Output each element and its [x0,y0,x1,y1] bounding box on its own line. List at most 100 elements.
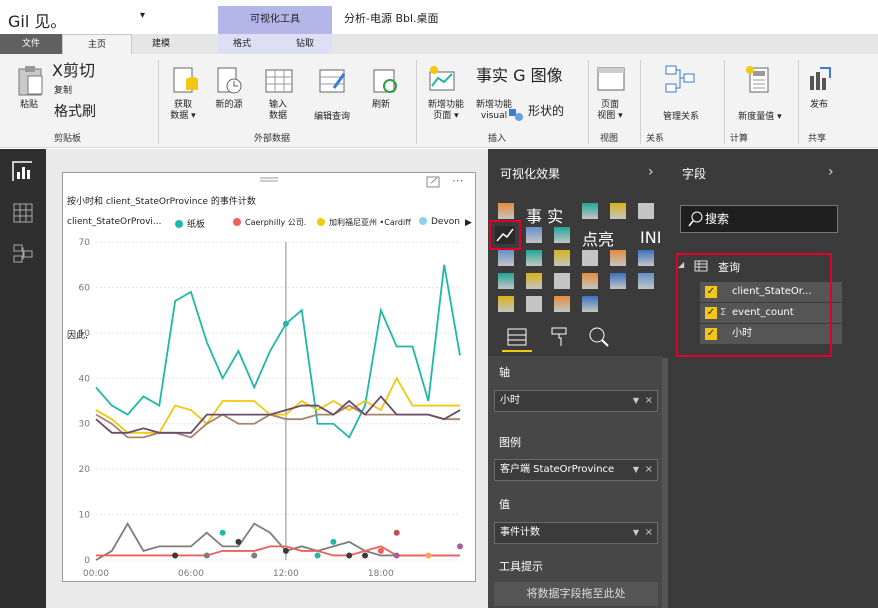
close-icon[interactable]: × [644,395,653,406]
clustered-bar-icon[interactable] [582,273,598,289]
fields-tab-icon[interactable] [506,326,528,348]
checkbox-checked-icon[interactable]: ✓ [705,286,717,298]
checkbox-checked-icon[interactable]: ✓ [705,328,717,340]
close-icon[interactable]: × [644,527,653,538]
fact-image-button[interactable]: 事实 G 图像 [476,66,563,85]
clustered-bar-icon[interactable] [582,296,598,312]
stacked-column-icon[interactable] [554,250,570,266]
clustered-bar-icon[interactable] [582,250,598,266]
table-viz-icon[interactable] [638,273,654,289]
chevron-down-icon[interactable]: ▼ [632,528,639,537]
line-chart-visual[interactable] [62,172,476,582]
edit-queries-button[interactable]: 编辑查询 [313,112,350,122]
format-painter-button[interactable]: 格式刷 [54,104,96,120]
collapse-fields-icon[interactable]: › [828,164,834,180]
legend-item[interactable]: 加利福尼亚州 •Cardiff [317,217,411,228]
ribbon-chart-icon[interactable] [610,250,626,266]
new-page-icon [429,66,455,91]
tab-home[interactable]: 主页 [62,34,132,54]
data-point [251,552,258,559]
data-view-icon[interactable] [13,203,33,223]
checkbox-checked-icon[interactable]: ✓ [705,307,717,319]
ribbon-chart-icon[interactable] [610,203,626,219]
table-viz-icon[interactable] [638,250,654,266]
close-icon[interactable]: × [644,464,653,475]
divider [798,60,799,144]
table-name[interactable]: 查询 [718,261,740,274]
tab-format[interactable]: 格式 [232,39,251,49]
fields-search-input[interactable]: 搜索 [680,205,838,233]
manage-relationships-button[interactable]: 管理关系 [662,112,699,122]
divider [724,60,725,144]
new-measure-button[interactable]: 新度量值 ▾ [738,112,782,122]
divider [416,60,417,144]
data-point [172,552,179,559]
new-page-button[interactable]: 新增功能 页面 ▾ [427,100,464,121]
left-nav [0,149,46,608]
insert-group-label: 插入 [488,134,507,144]
field-item[interactable]: ✓ client_StateOr... [700,282,842,302]
legend-next-icon[interactable]: ▶ [465,218,472,228]
chevron-down-icon[interactable]: ▼ [632,396,639,405]
axis-well-dropdown[interactable]: 小时 ▼ × [494,390,658,412]
bar-chart-icon[interactable] [498,296,514,312]
clustered-bar-icon[interactable] [582,203,598,219]
legend-item[interactable]: Devon [419,217,460,227]
tab-model[interactable]: 建模 [151,39,170,49]
bar-chart-icon[interactable] [498,203,514,219]
ribbon [0,54,878,148]
tooltips-drop-zone[interactable]: 将数据字段拖至此处 [494,582,658,606]
line-chart-icon[interactable] [494,225,516,245]
column-chart-icon[interactable] [526,250,542,266]
focus-mode-icon[interactable] [426,176,440,188]
fields-tab-underline [502,350,532,352]
tooltips-well-label: 工具提示 [499,560,543,573]
collapse-table-icon[interactable]: ◢ [678,260,685,269]
collapse-visualizations-icon[interactable]: › [648,164,654,180]
get-data-label2: 数据 [170,111,189,121]
shapes-button[interactable]: 形状的 [528,104,565,118]
legend-item[interactable]: 纸板 [175,217,205,230]
quick-access-dropdown-icon[interactable]: ▾ [140,10,146,21]
cut-button[interactable]: X剪切 [52,61,95,80]
format-paint-roller-icon[interactable] [550,326,568,348]
relationships-view-icon[interactable] [13,243,33,263]
fields-highlight [676,253,832,357]
more-options-icon[interactable]: ··· [452,174,464,188]
values-well-dropdown[interactable]: 事件计数 ▼ × [494,522,658,544]
column-chart-icon[interactable] [526,273,542,289]
report-view-icon[interactable] [12,161,32,181]
table-viz-icon[interactable] [638,203,654,219]
search-icon [688,211,703,227]
column-chart-icon[interactable] [526,227,542,243]
new-page-label2: 页面 [433,111,452,121]
stacked-column-icon[interactable] [554,227,570,243]
page-view-button[interactable]: 页面 视图 ▾ [597,100,623,121]
refresh-button[interactable]: 刷新 [371,100,390,110]
tab-file[interactable]: 文件 [0,34,62,54]
get-data-button[interactable]: 获取 数据 ▾ [170,100,196,121]
copy-button[interactable]: 复制 [54,86,73,96]
drag-handle-icon[interactable] [258,176,280,184]
enter-data-button[interactable]: 输入 数据 [262,100,294,122]
stacked-column-icon[interactable] [554,296,570,312]
recent-sources-button[interactable]: 新的源 [215,100,243,110]
bar-chart-icon[interactable] [498,250,514,266]
new-visual-button[interactable]: 新增功能 visual [472,100,516,122]
viz-pane-scrollbar[interactable] [662,358,668,608]
ribbon-chart-icon[interactable] [610,273,626,289]
publish-button[interactable]: 发布 [809,100,828,110]
analytics-magnifier-icon[interactable] [588,326,610,348]
stacked-column-icon[interactable] [554,273,570,289]
bar-chart-icon[interactable] [498,273,514,289]
column-chart-icon[interactable] [526,296,542,312]
series-line [95,376,460,434]
tab-drill[interactable]: 钻取 [295,39,314,49]
field-item[interactable]: ✓ 小时 [700,324,842,344]
chevron-down-icon[interactable]: ▼ [632,465,639,474]
paste-button[interactable]: 粘贴 [19,100,38,110]
legend-well-dropdown[interactable]: 客户端 StateOrProvince ▼ × [494,459,658,481]
legend-item[interactable]: Caerphilly 公司. [233,217,306,228]
refresh-icon [373,69,397,93]
